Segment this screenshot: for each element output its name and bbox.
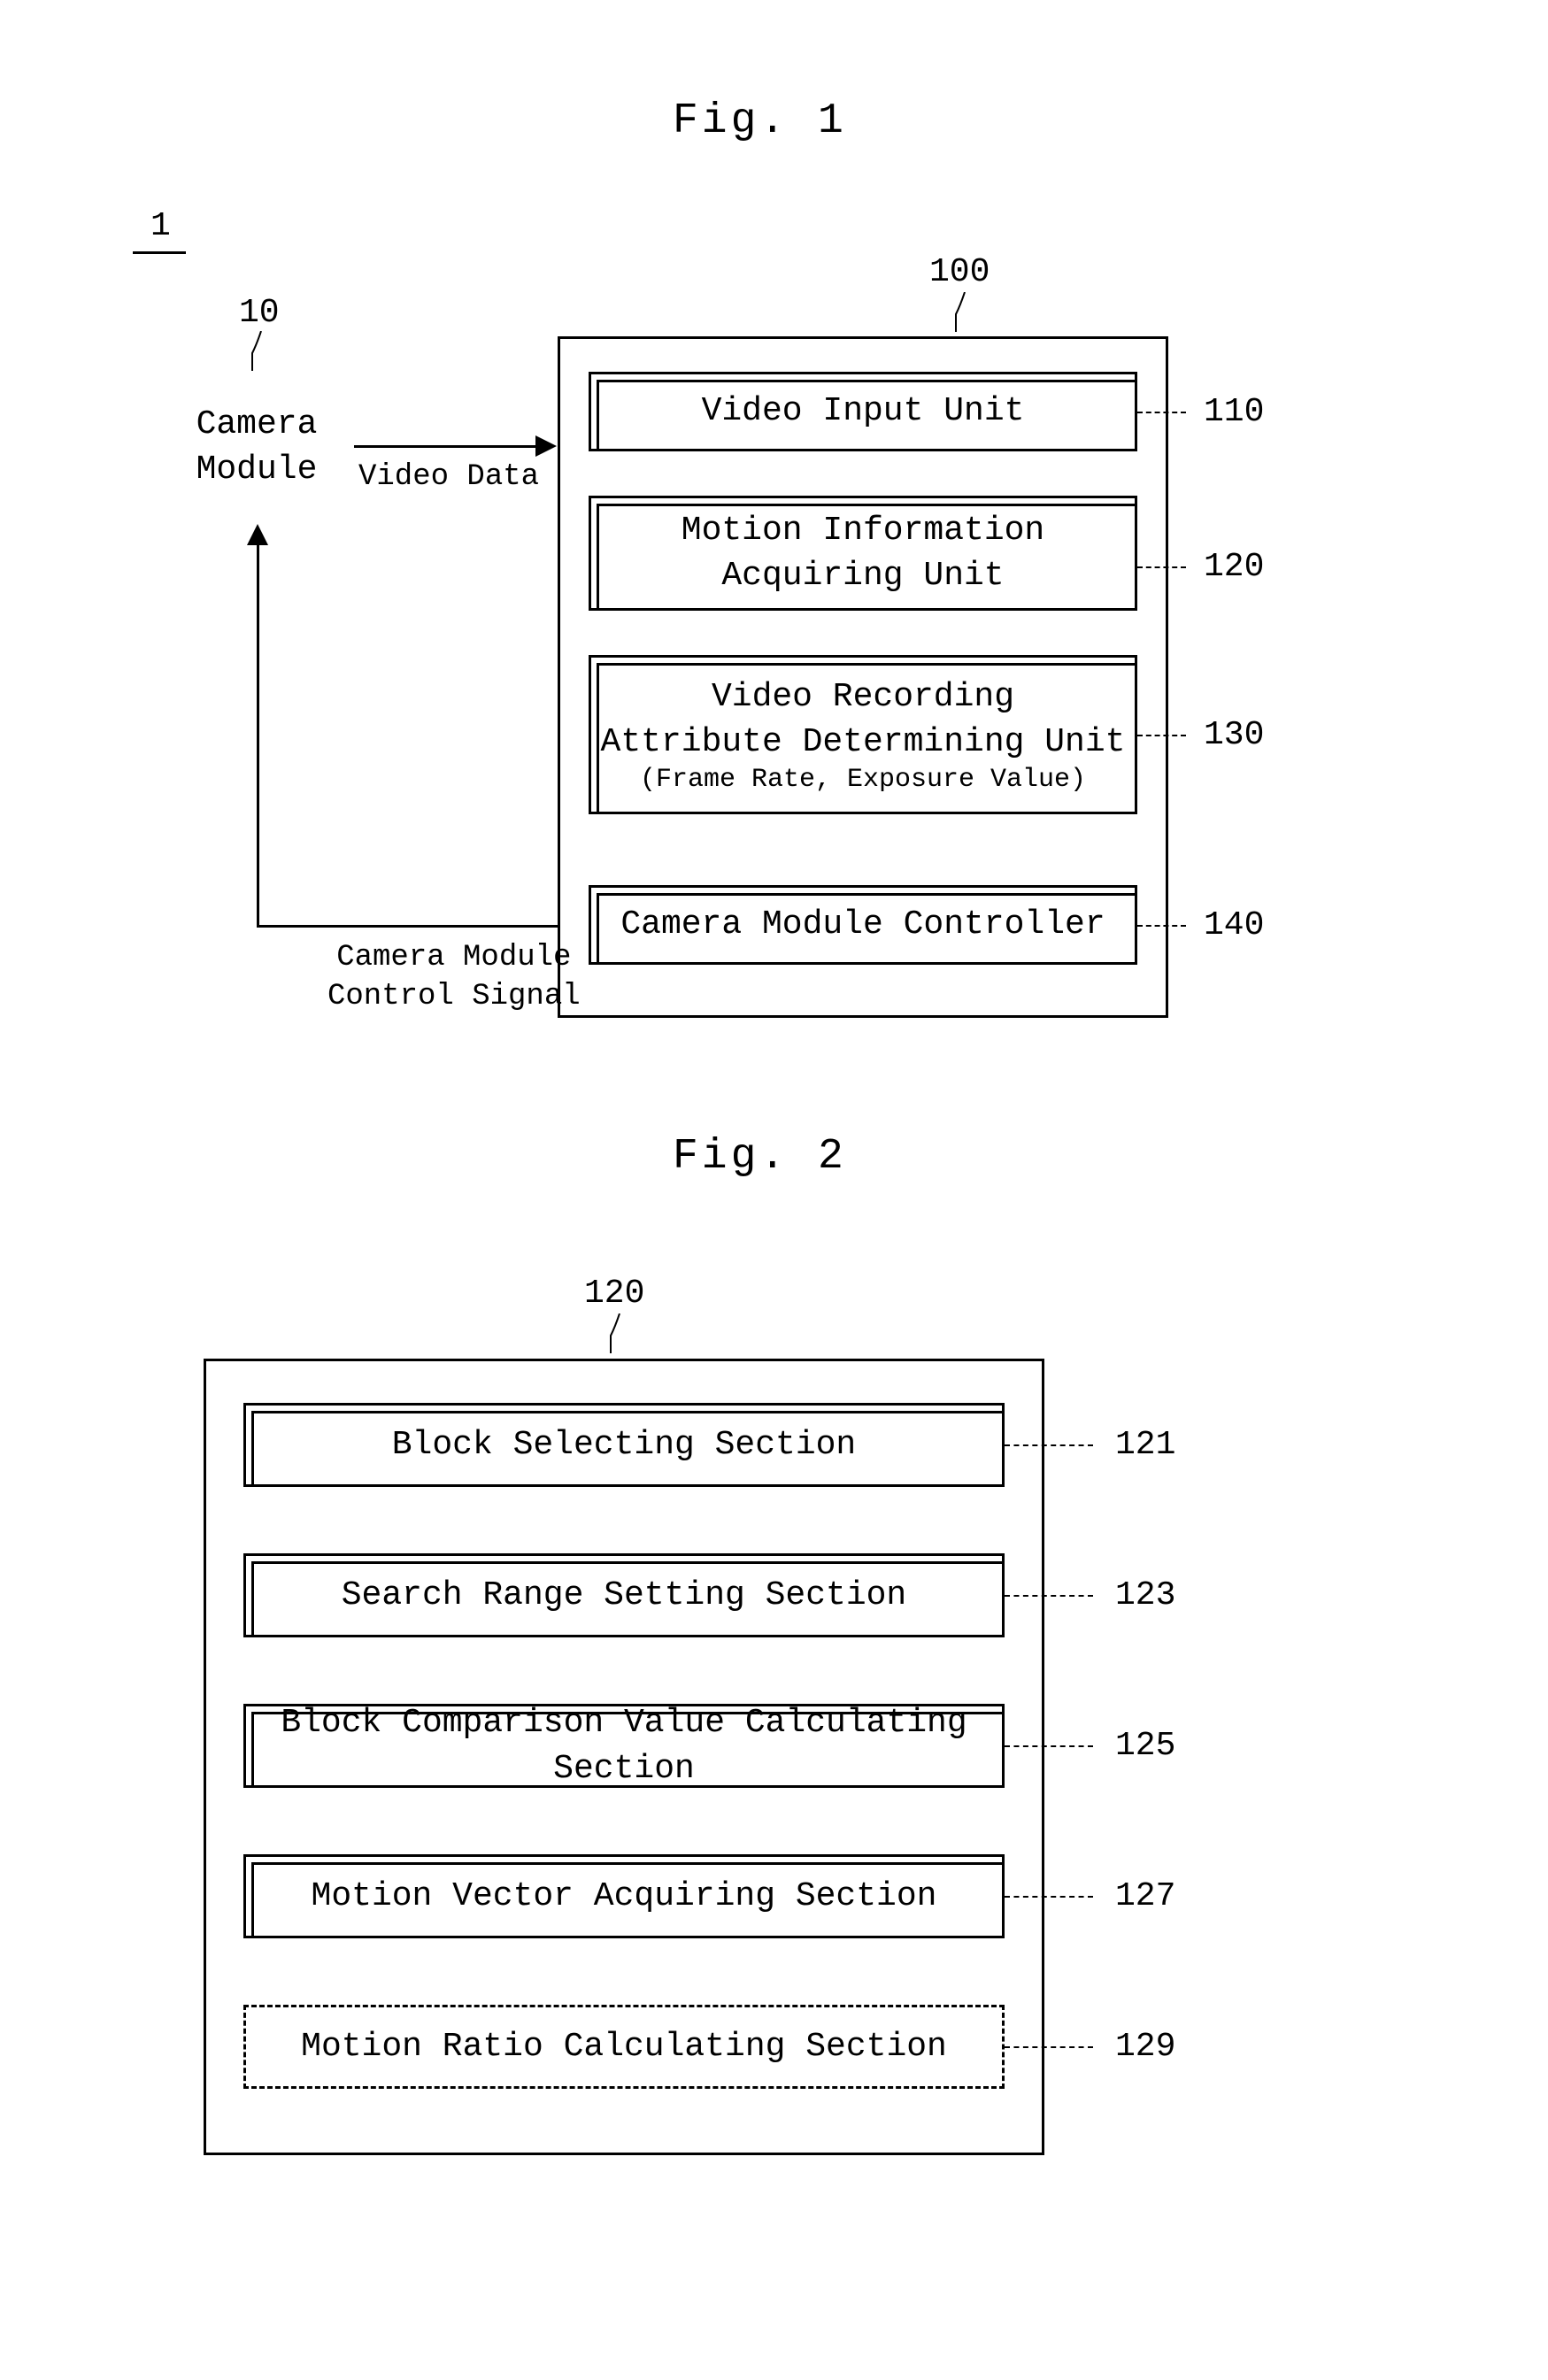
fig2-block-129: Motion Ratio Calculating Section xyxy=(243,2005,1005,2089)
fig1-block-110: Video Input Unit xyxy=(589,372,1137,451)
fig2-block-129-leader xyxy=(1005,2046,1093,2048)
fig2-block-121-leader xyxy=(1005,1444,1093,1446)
fig1-block-120-label: Motion Information Acquiring Unit xyxy=(682,508,1044,599)
fig1-video-data-arrow-line xyxy=(354,445,535,448)
fig1-title: Fig. 1 xyxy=(673,97,847,145)
fig2-block-121-label: Block Selecting Section xyxy=(392,1422,857,1467)
fig2-block-121: Block Selecting Section xyxy=(243,1403,1005,1487)
fig1-camera-ref-leader xyxy=(248,331,274,375)
fig1-block-140-leader xyxy=(1137,925,1186,927)
fig1-video-data-label: Video Data xyxy=(358,460,539,494)
fig1-block-140: Camera Module Controller xyxy=(589,885,1137,965)
fig2-unit-ref-leader xyxy=(606,1313,633,1358)
fig1-control-signal-h xyxy=(257,925,558,928)
fig1-block-130-label: Video Recording Attribute Determining Un… xyxy=(601,674,1126,766)
fig2-block-123-ref: 123 xyxy=(1115,1576,1175,1614)
fig2-block-127-leader xyxy=(1005,1896,1093,1898)
fig1-control-signal-label: Camera Module Control Signal xyxy=(327,938,581,1016)
fig1-system-ref-underline xyxy=(133,251,186,254)
fig1-control-signal-arrow-head xyxy=(247,524,268,545)
fig1-unit-ref: 100 xyxy=(929,253,990,291)
fig2-block-123-label: Search Range Setting Section xyxy=(342,1573,907,1618)
fig2-block-125-ref: 125 xyxy=(1115,1727,1175,1765)
fig1-system-ref: 1 xyxy=(150,207,171,245)
fig1-block-130-leader xyxy=(1137,735,1186,736)
fig2-block-127-label: Motion Vector Acquiring Section xyxy=(312,1874,937,1919)
fig2-block-129-label: Motion Ratio Calculating Section xyxy=(301,2024,947,2069)
fig2-block-127: Motion Vector Acquiring Section xyxy=(243,1854,1005,1938)
fig1-camera-ref: 10 xyxy=(239,294,280,332)
fig2-unit-ref: 120 xyxy=(584,1275,644,1313)
fig1-block-120: Motion Information Acquiring Unit xyxy=(589,496,1137,611)
fig2-block-127-ref: 127 xyxy=(1115,1877,1175,1915)
fig2-block-121-ref: 121 xyxy=(1115,1426,1175,1464)
fig1-block-120-ref: 120 xyxy=(1204,548,1264,586)
fig1-block-110-label: Video Input Unit xyxy=(702,389,1025,434)
fig1-block-110-ref: 110 xyxy=(1204,393,1264,431)
fig2-block-123: Search Range Setting Section xyxy=(243,1553,1005,1637)
fig2-block-129-ref: 129 xyxy=(1115,2028,1175,2066)
fig1-block-140-label: Camera Module Controller xyxy=(620,902,1105,947)
fig1-block-140-ref: 140 xyxy=(1204,906,1264,944)
fig1-control-signal-v xyxy=(257,543,259,927)
fig1-camera-module-box: Camera Module xyxy=(159,372,354,522)
fig2-block-125-leader xyxy=(1005,1745,1093,1747)
fig2-block-125: Block Comparison Value Calculating Secti… xyxy=(243,1704,1005,1788)
fig2-block-123-leader xyxy=(1005,1595,1093,1597)
fig1-block-110-leader xyxy=(1137,412,1186,413)
fig1-block-130-ref: 130 xyxy=(1204,716,1264,754)
fig1-video-data-arrow-head xyxy=(535,435,557,457)
fig1-block-120-leader xyxy=(1137,566,1186,568)
fig1-block-130: Video Recording Attribute Determining Un… xyxy=(589,655,1137,814)
fig2-title: Fig. 2 xyxy=(673,1133,847,1181)
fig1-unit-ref-leader xyxy=(951,292,978,336)
fig1-block-130-sublabel: (Frame Rate, Exposure Value) xyxy=(640,765,1086,795)
fig2-block-125-label: Block Comparison Value Calculating Secti… xyxy=(253,1700,995,1791)
fig1-camera-module-label: Camera Module xyxy=(196,402,318,493)
